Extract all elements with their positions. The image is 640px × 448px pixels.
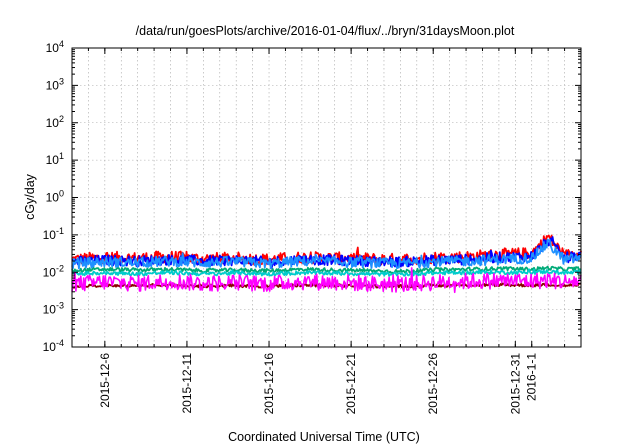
series-line-5	[71, 268, 582, 277]
y-axis-label: cGy/day	[23, 173, 37, 220]
x-tick-label: 2016-1-1	[525, 353, 539, 401]
y-tick-label: 10-2	[43, 263, 64, 279]
chart-title: /data/run/goesPlots/archive/2016-01-04/f…	[136, 24, 515, 38]
y-tick-label: 10-1	[43, 226, 64, 242]
x-tick-label: 2015-12-16	[262, 353, 276, 415]
x-tick-label: 2015-12-31	[508, 353, 522, 415]
y-tick-label: 104	[46, 39, 64, 55]
x-axis-label: Coordinated Universal Time (UTC)	[228, 430, 420, 444]
y-tick-label: 101	[46, 151, 64, 167]
y-tick-label: 10-3	[43, 301, 64, 317]
x-tick-label: 2015-12-11	[180, 353, 194, 414]
y-tick-label: 102	[46, 114, 64, 130]
series-line-7	[71, 267, 582, 294]
series-line-4	[71, 265, 582, 274]
x-tick-label: 2015-12-21	[344, 353, 358, 415]
x-tick-labels: 2015-12-6 2015-12-11 2015-12-16 2015-12-21 2…	[98, 353, 539, 415]
x-tick-label: 2015-12-6	[98, 353, 112, 408]
data-series	[71, 234, 582, 294]
y-tick-label: 103	[46, 76, 64, 92]
y-tick-label: 100	[46, 189, 64, 205]
axis-ticks	[72, 47, 581, 348]
grid-lines	[72, 48, 581, 347]
y-tick-label: 10-4	[43, 338, 64, 354]
series-line-3	[71, 238, 582, 270]
x-tick-label: 2015-12-26	[426, 353, 440, 415]
y-tick-labels: 10-4 10-3 10-2 10-1 100 101 102 103 104	[43, 39, 64, 354]
